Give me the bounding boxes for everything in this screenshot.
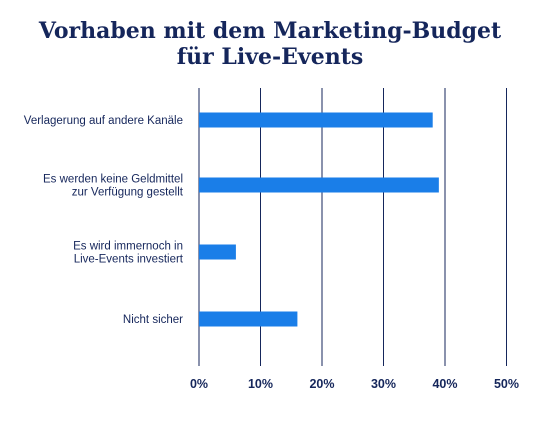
category-label: Live-Events investiert [74, 254, 184, 266]
category-label: zur Verfügung gestellt [72, 187, 184, 199]
x-tick-label: 50% [494, 377, 519, 391]
chart-title-line: Vorhaben mit dem Marketing-Budget [38, 18, 502, 44]
category-labels: Verlagerung auf andere Kanäle Es werden k… [24, 115, 184, 326]
category-label: Verlagerung auf andere Kanäle [24, 115, 183, 127]
bar [199, 311, 298, 327]
x-tick-label: 20% [309, 377, 334, 391]
bars [199, 112, 439, 327]
bar [199, 244, 236, 260]
category-label: Nicht sicher [123, 314, 183, 326]
x-tick-label: 40% [432, 377, 457, 391]
bar [199, 177, 439, 193]
x-tick-label: 30% [371, 377, 396, 391]
x-tick-labels: 0% 10% 20% 30% 40% 50% [190, 377, 519, 391]
x-tick-label: 0% [190, 377, 208, 391]
category-label: Es werden keine Geldmittel [43, 174, 183, 186]
bar [199, 112, 433, 128]
chart-title-line: für Live-Events [177, 44, 364, 70]
x-tick-label: 10% [248, 377, 273, 391]
category-label: Es wird immernoch in [73, 241, 183, 253]
